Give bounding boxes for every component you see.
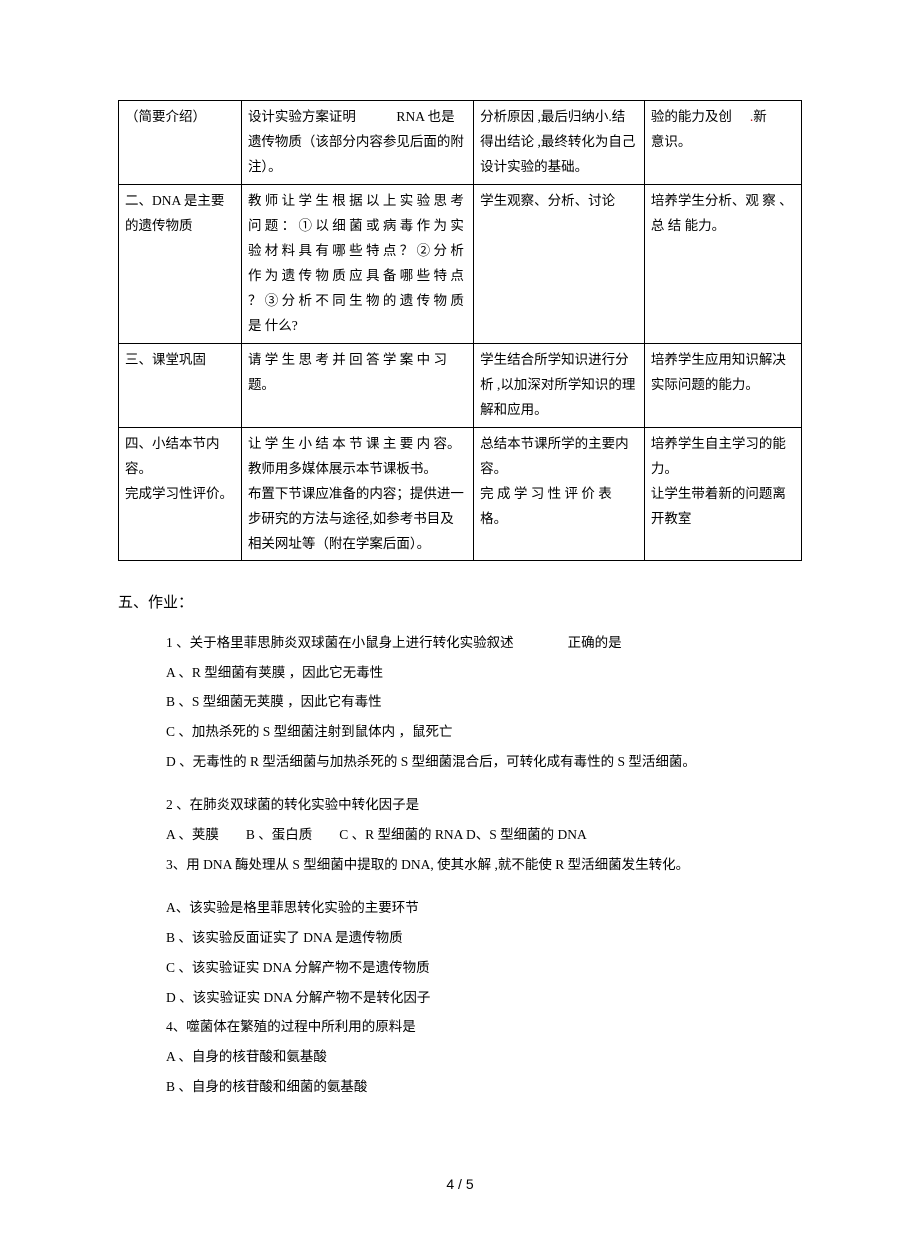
- table-row: （简要介绍） 设计实验方案证明 RNA 也是遗传物质（该部分内容参见后面的附注）…: [119, 101, 802, 185]
- q2-stem: 2 、在肺炎双球菌的转化实验中转化因子是: [166, 790, 802, 820]
- q3-stem: 3、用 DNA 酶处理从 S 型细菌中提取的 DNA, 使其水解 ,就不能使 R…: [166, 850, 802, 880]
- q3-option-c: C 、该实验证实 DNA 分解产物不是遗传物质: [166, 953, 802, 983]
- cell: 请 学 生 思 考 并 回 答 学 案 中 习题。: [241, 343, 473, 427]
- cell: 四、小结本节内容。 完成学习性评价。: [119, 427, 242, 561]
- cell: 总结本节课所学的主要内容。 完 成 学 习 性 评 价 表 格。: [474, 427, 645, 561]
- cell: 分析原因 ,最后归纳小.结得出结论 ,最终转化为自己设计实验的基础。: [474, 101, 645, 185]
- q1-stem: 1 、关于格里菲思肺炎双球菌在小鼠身上进行转化实验叙述 正确的是: [166, 628, 802, 658]
- cell: 让 学 生 小 结 本 节 课 主 要 内 容。 教师用多媒体展示本节课板书。 …: [241, 427, 473, 561]
- q4-stem: 4、噬菌体在繁殖的过程中所利用的原料是: [166, 1012, 802, 1042]
- page-number: 4 / 5: [118, 1171, 802, 1198]
- table-row: 二、DNA 是主要的遗传物质 教 师 让 学 生 根 据 以 上 实 验 思 考…: [119, 184, 802, 343]
- q1-option-d: D 、无毒性的 R 型活细菌与加热杀死的 S 型细菌混合后，可转化成有毒性的 S…: [166, 747, 802, 777]
- cell: 培养学生自主学习的能力。 让学生带着新的问题离开教室: [644, 427, 801, 561]
- cell: 教 师 让 学 生 根 据 以 上 实 验 思 考 问 题 ： ① 以 细 菌 …: [241, 184, 473, 343]
- cell: 培养学生应用知识解决实际问题的能力。: [644, 343, 801, 427]
- q3-option-b: B 、该实验反面证实了 DNA 是遗传物质: [166, 923, 802, 953]
- cell: 学生结合所学知识进行分析 ,以加深对所学知识的理解和应用。: [474, 343, 645, 427]
- cell: 学生观察、分析、讨论: [474, 184, 645, 343]
- q1-option-b: B 、S 型细菌无荚膜 ，因此它有毒性: [166, 687, 802, 717]
- text: 验的能力及创: [651, 109, 732, 124]
- cell: 三、课堂巩固: [119, 343, 242, 427]
- q3-option-d: D 、该实验证实 DNA 分解产物不是转化因子: [166, 983, 802, 1013]
- cell: 二、DNA 是主要的遗传物质: [119, 184, 242, 343]
- homework-heading: 五、作业：: [118, 589, 802, 618]
- text: 意识。: [651, 134, 692, 149]
- document-page: （简要介绍） 设计实验方案证明 RNA 也是遗传物质（该部分内容参见后面的附注）…: [0, 0, 920, 1238]
- q1-option-c: C 、加热杀死的 S 型细菌注射到鼠体内 ，鼠死亡: [166, 717, 802, 747]
- cell: 验的能力及创.新 意识。: [644, 101, 801, 185]
- q3-option-a: A、该实验是格里菲思转化实验的主要环节: [166, 893, 802, 923]
- text: 新: [753, 109, 767, 124]
- cell: （简要介绍）: [119, 101, 242, 185]
- cell: 设计实验方案证明 RNA 也是遗传物质（该部分内容参见后面的附注）。: [241, 101, 473, 185]
- cell: 培养学生分析、观 察 、 总 结 能力。: [644, 184, 801, 343]
- q4-option-a: A 、自身的核苷酸和氨基酸: [166, 1042, 802, 1072]
- table-row: 三、课堂巩固 请 学 生 思 考 并 回 答 学 案 中 习题。 学生结合所学知…: [119, 343, 802, 427]
- lesson-table: （简要介绍） 设计实验方案证明 RNA 也是遗传物质（该部分内容参见后面的附注）…: [118, 100, 802, 561]
- table-row: 四、小结本节内容。 完成学习性评价。 让 学 生 小 结 本 节 课 主 要 内…: [119, 427, 802, 561]
- q4-option-b: B 、自身的核苷酸和细菌的氨基酸: [166, 1072, 802, 1102]
- q2-options: A 、荚膜 B 、蛋白质 C 、R 型细菌的 RNA D、S 型细菌的 DNA: [166, 820, 802, 850]
- q1-option-a: A 、R 型细菌有荚膜 ，因此它无毒性: [166, 658, 802, 688]
